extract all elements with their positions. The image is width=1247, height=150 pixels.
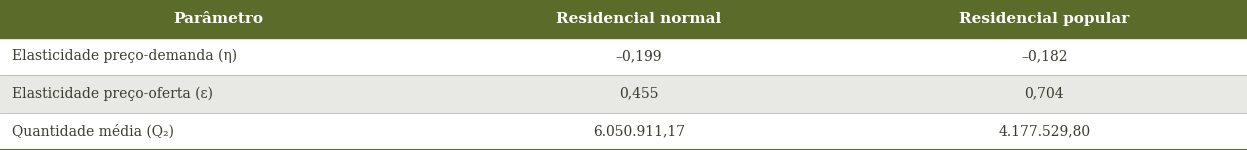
Text: Residencial normal: Residencial normal [556,12,722,26]
FancyBboxPatch shape [842,112,1247,150]
Text: –0,182: –0,182 [1021,49,1067,63]
Text: –0,199: –0,199 [616,49,662,63]
Text: 0,704: 0,704 [1025,87,1064,101]
FancyBboxPatch shape [436,0,842,38]
FancyBboxPatch shape [0,38,436,75]
Text: Quantidade média (Q₂): Quantidade média (Q₂) [12,124,175,138]
FancyBboxPatch shape [436,75,842,112]
Text: 4.177.529,80: 4.177.529,80 [999,124,1090,138]
Text: Elasticidade preço-demanda (η): Elasticidade preço-demanda (η) [12,49,238,63]
FancyBboxPatch shape [842,75,1247,112]
Text: 6.050.911,17: 6.050.911,17 [594,124,685,138]
FancyBboxPatch shape [842,0,1247,38]
Text: Elasticidade preço-oferta (ε): Elasticidade preço-oferta (ε) [12,87,213,101]
FancyBboxPatch shape [0,0,436,38]
FancyBboxPatch shape [0,75,436,112]
Text: Residencial popular: Residencial popular [959,12,1130,26]
FancyBboxPatch shape [842,38,1247,75]
FancyBboxPatch shape [436,38,842,75]
FancyBboxPatch shape [436,112,842,150]
Text: Parâmetro: Parâmetro [173,12,263,26]
Text: 0,455: 0,455 [620,87,658,101]
FancyBboxPatch shape [0,112,436,150]
